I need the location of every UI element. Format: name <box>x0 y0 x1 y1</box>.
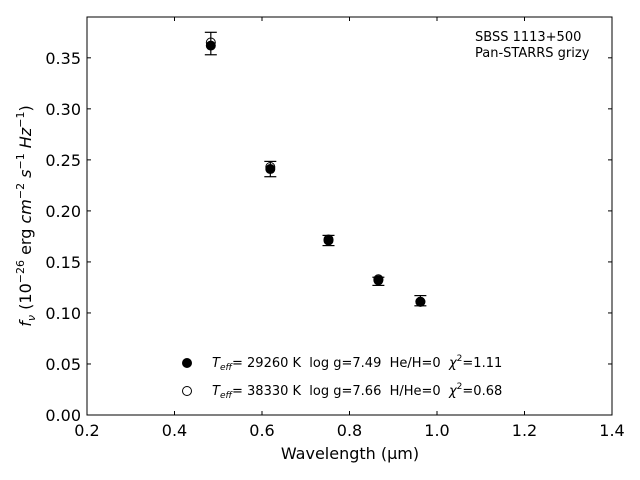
legend-1-chi-sup: 2 <box>457 354 463 364</box>
y-axis-label: fν (10−26 erg cm−2 s−1 Hz−1) <box>14 105 38 326</box>
data-point-hydrogen-model <box>373 275 384 286</box>
y-tick-label: 0.05 <box>45 355 81 374</box>
x-tick-label: 1.4 <box>599 421 624 440</box>
y-label-open: (10 <box>16 283 35 315</box>
legend-2-teff-subscript: eff <box>220 391 234 401</box>
legend: Teff= 29260 K log g=7.49 He/H=0 χ2=1.11 … <box>182 354 502 401</box>
y-label-exp3: −1 <box>14 153 27 169</box>
y-tick-label: 0.30 <box>45 100 81 119</box>
data-point-hydrogen-model <box>265 164 276 175</box>
plot-frame <box>86 16 613 416</box>
annotation-object-name: SBSS 1113+500 <box>475 30 581 45</box>
y-tick-label: 0.00 <box>45 406 81 425</box>
data-point-hydrogen-model <box>323 235 334 246</box>
legend-1-chi-val: =1.11 <box>462 356 502 371</box>
legend-2-teff-symbol: T <box>212 384 221 399</box>
legend-1-teff-symbol: T <box>212 356 221 371</box>
legend-2-chi-sup: 2 <box>457 382 463 392</box>
legend-2-chi: χ <box>448 384 458 399</box>
annotation-survey: Pan-STARRS grizy <box>475 46 590 61</box>
x-tick-label: 1.0 <box>424 421 449 440</box>
y-label-erg: erg <box>16 224 35 260</box>
y-label-exp1: −26 <box>14 260 27 283</box>
y-label-f: f <box>16 319 35 327</box>
legend-2-values: = 38330 K log g=7.66 H/He=0 <box>232 384 449 399</box>
y-label-nu: ν <box>25 315 38 321</box>
x-axis-label: Wavelength (μm) <box>281 444 419 463</box>
x-tick-label: 0.4 <box>162 421 187 440</box>
y-label-s: s <box>16 170 35 183</box>
x-tick-label: 0.6 <box>249 421 274 440</box>
legend-1-values: = 29260 K log g=7.49 He/H=0 <box>232 356 449 371</box>
y-label-cm: cm <box>16 199 35 223</box>
y-tick-label: 0.15 <box>45 253 81 272</box>
legend-entry-2: Teff= 38330 K log g=7.66 H/He=0 χ2=0.68 <box>212 382 502 401</box>
y-label-close: ) <box>16 105 35 111</box>
x-tick-label: 0.8 <box>337 421 362 440</box>
legend-marker-filled <box>182 358 192 368</box>
legend-marker-open <box>182 386 192 396</box>
x-tick-label: 0.2 <box>74 421 99 440</box>
x-tick-label: 1.2 <box>512 421 537 440</box>
axis-ticks: 0.2 0.4 0.6 0.8 1.0 1.2 1.4 0.00 0.05 0.10 0.15 0.2… <box>45 17 625 440</box>
legend-2-chi-val: =0.68 <box>462 384 502 399</box>
data-point-hydrogen-model <box>415 296 426 307</box>
data-point-hydrogen-model <box>205 40 216 51</box>
y-label-exp4: −1 <box>14 112 27 128</box>
legend-1-teff-subscript: eff <box>220 363 234 373</box>
y-tick-label: 0.25 <box>45 151 81 170</box>
y-tick-label: 0.10 <box>45 304 81 323</box>
legend-1-chi: χ <box>448 356 458 371</box>
y-label-exp2: −2 <box>14 183 27 199</box>
y-tick-label: 0.20 <box>45 202 81 221</box>
plot-marks <box>204 31 427 307</box>
legend-entry-1: Teff= 29260 K log g=7.49 He/H=0 χ2=1.11 <box>212 354 502 373</box>
y-label-hz: Hz <box>16 127 35 153</box>
y-tick-label: 0.35 <box>45 49 81 68</box>
